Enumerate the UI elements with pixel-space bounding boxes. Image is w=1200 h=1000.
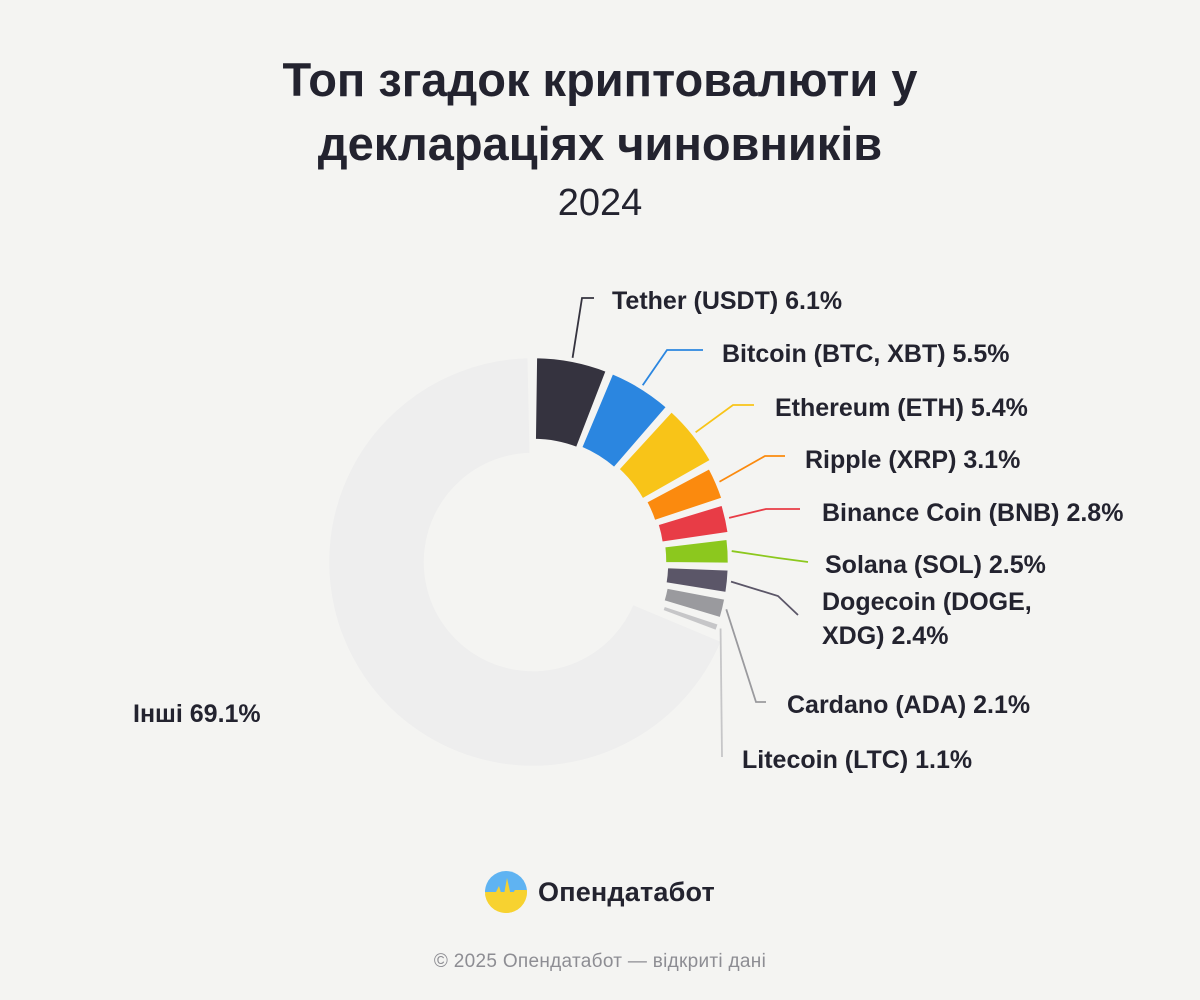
leader-line-7	[725, 609, 766, 703]
donut-slice-8	[660, 604, 721, 633]
leader-line-0	[571, 297, 594, 358]
chart-title-line2: деклараціях чиновників	[317, 117, 883, 170]
slice-label-6-line2: XDG) 2.4%	[822, 622, 948, 650]
leader-line-3	[719, 455, 785, 483]
slice-label-2: Ethereum (ETH) 5.4%	[775, 394, 1028, 422]
slice-label-4: Binance Coin (BNB) 2.8%	[822, 499, 1123, 527]
leader-line-5	[731, 550, 809, 563]
slice-label-9: Інші 69.1%	[133, 700, 261, 728]
donut-slice-4	[656, 503, 731, 545]
slice-label-5: Solana (SOL) 2.5%	[825, 551, 1046, 579]
donut-slice-3	[644, 466, 724, 523]
leader-line-6	[730, 580, 799, 616]
donut-slice-2	[616, 409, 713, 501]
brand-name: Опендатабот	[538, 876, 715, 907]
slice-label-3: Ripple (XRP) 3.1%	[805, 446, 1020, 474]
donut-slice-1	[579, 371, 669, 470]
opendatabot-logo-icon	[485, 871, 527, 913]
slice-label-0: Tether (USDT) 6.1%	[612, 287, 842, 315]
donut-slice-9	[326, 355, 724, 769]
leader-line-1	[641, 349, 703, 386]
donut-slice-0	[533, 355, 609, 450]
slice-label-6-line1: Dogecoin (DOGE,	[822, 588, 1032, 616]
leader-line-4	[728, 508, 800, 519]
leader-line-2	[695, 404, 754, 434]
leader-line-8	[719, 628, 723, 758]
slice-label-1: Bitcoin (BTC, XBT) 5.5%	[722, 340, 1010, 368]
chart-title-line1: Топ згадок криптовалюти у	[282, 53, 918, 106]
brand-logo: Опендатабот	[484, 870, 715, 914]
slice-label-8: Litecoin (LTC) 1.1%	[742, 746, 972, 774]
donut-slice-6	[664, 565, 731, 595]
chart-subtitle: 2024	[557, 182, 643, 224]
footer-copyright: © 2025 Опендатабот — відкриті дані	[433, 951, 767, 972]
chart-title: Топ згадок криптовалюти у деклараціях чи…	[0, 48, 1200, 176]
donut-slice-7	[661, 586, 727, 620]
slice-label-7: Cardano (ADA) 2.1%	[787, 691, 1030, 719]
donut-slice-5	[662, 537, 731, 566]
